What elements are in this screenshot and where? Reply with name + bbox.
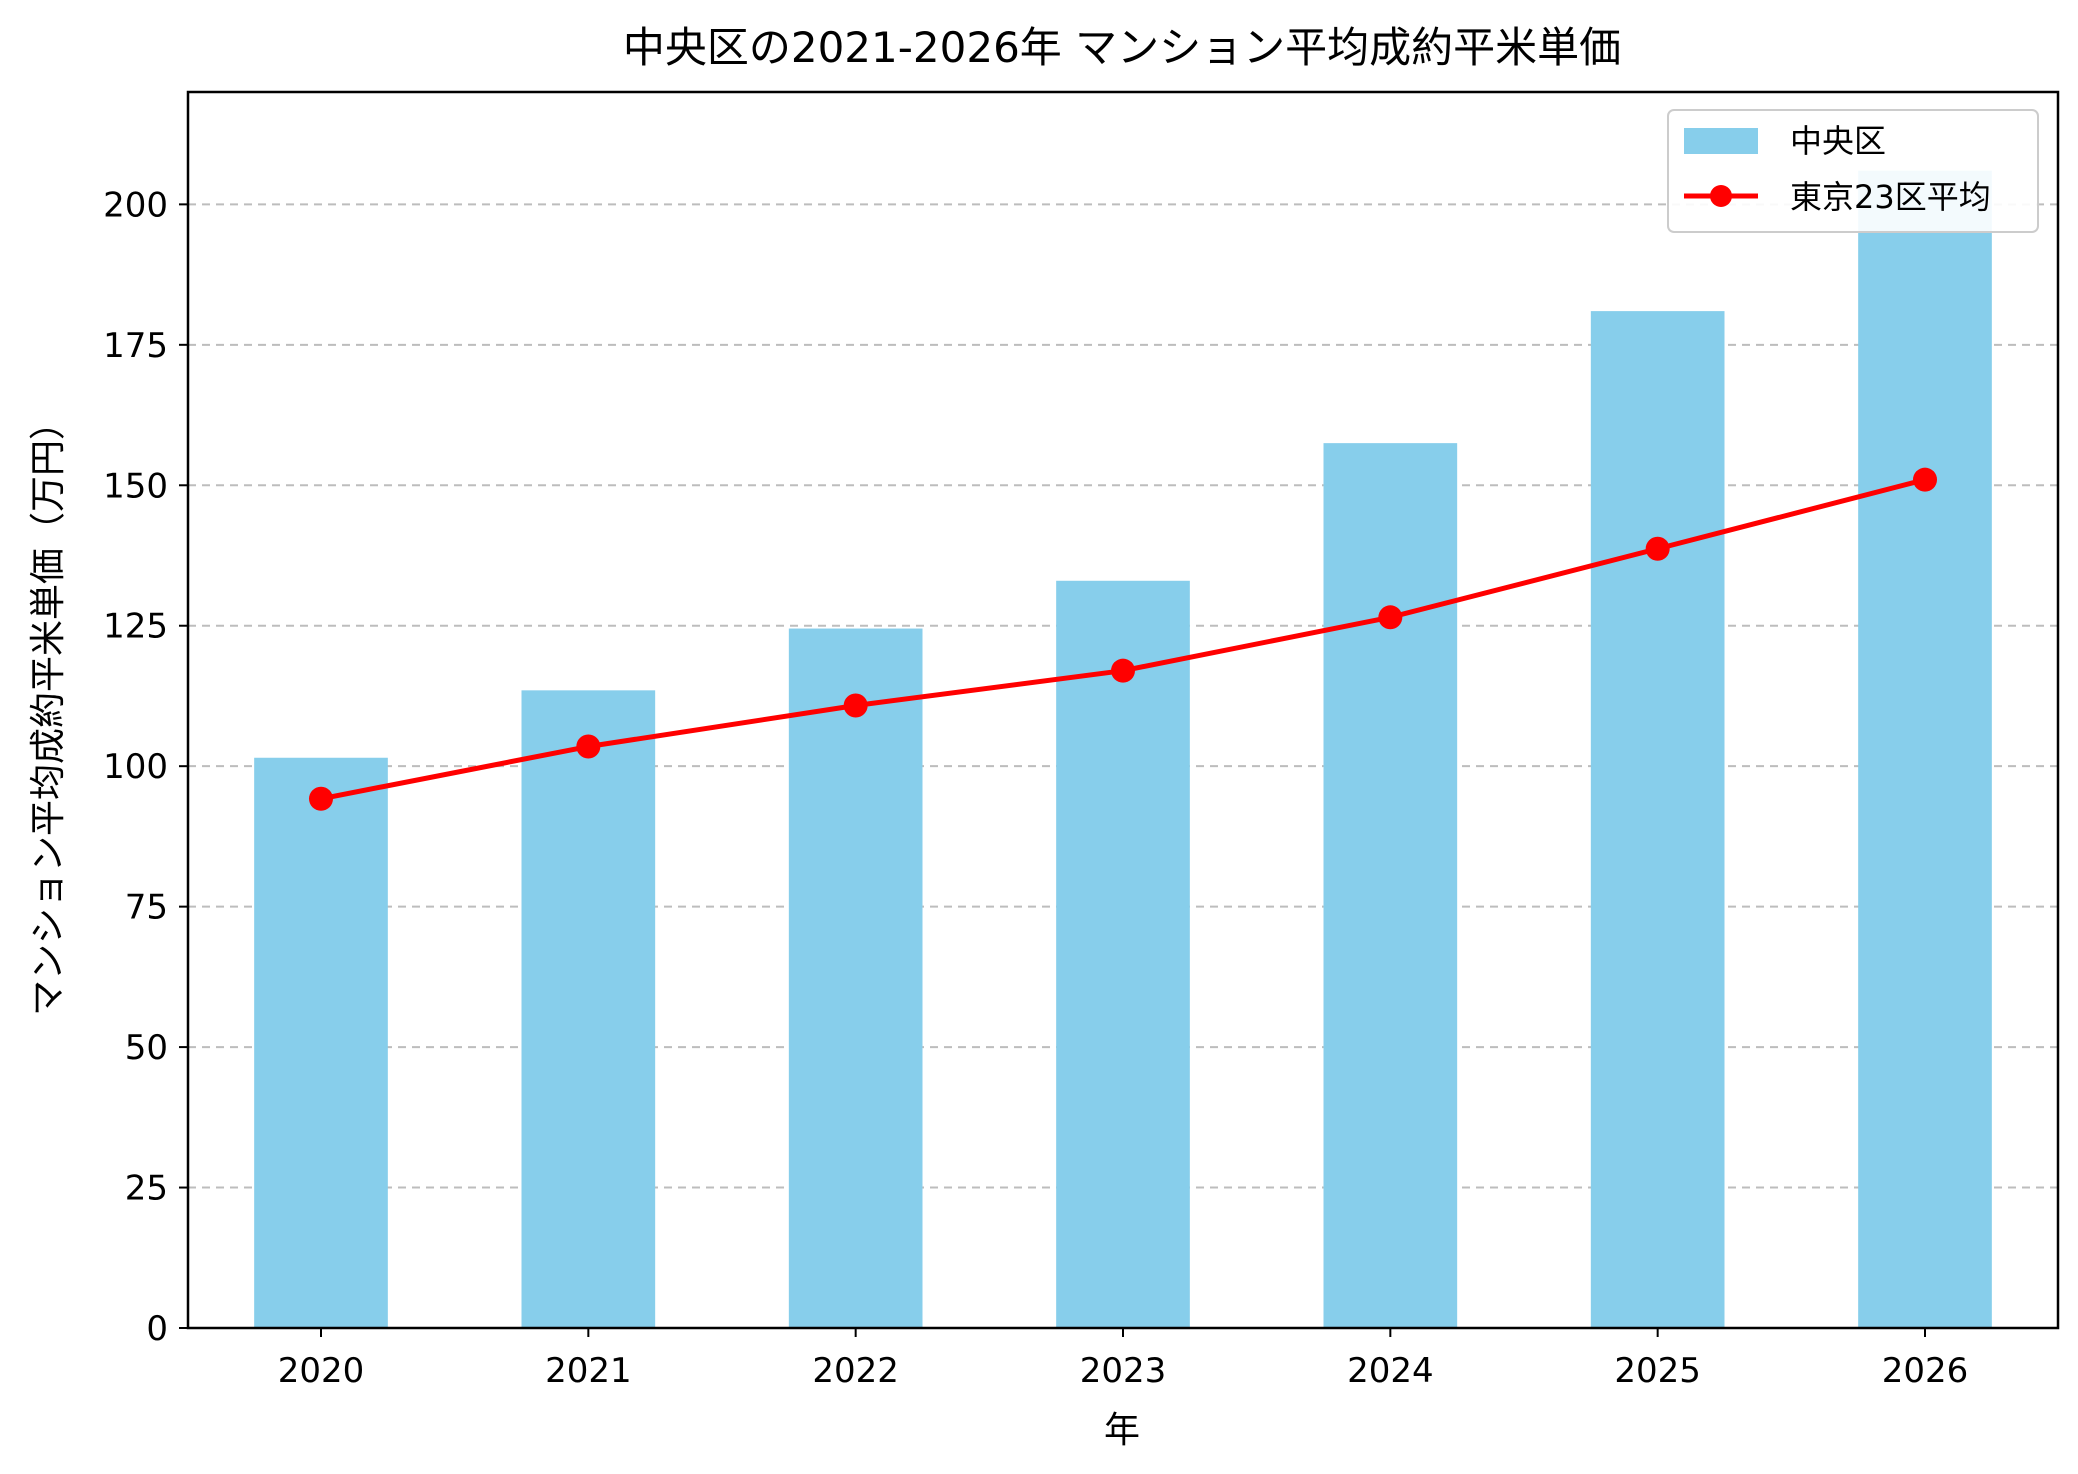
x-axis-label: 年 — [1104, 1410, 1140, 1451]
chart-title: 中央区の2021-2026年 マンション平均成約平米単価 — [623, 23, 1621, 72]
x-tick-label: 2025 — [1614, 1351, 1701, 1391]
x-tick-label: 2023 — [1080, 1351, 1167, 1391]
legend-label-bar: 中央区 — [1790, 122, 1886, 160]
legend-swatch-marker — [1710, 185, 1732, 207]
line-point-2021 — [576, 734, 601, 759]
y-tick-label: 25 — [125, 1169, 168, 1209]
y-tick-label: 50 — [125, 1028, 168, 1068]
y-tick-label: 100 — [103, 747, 168, 787]
bar-2022 — [788, 628, 923, 1328]
line-markers — [309, 467, 1937, 811]
x-tick-label: 2026 — [1882, 1351, 1969, 1391]
x-tick-label: 2024 — [1347, 1351, 1434, 1391]
x-axis-ticks: 2020 2021 2022 2023 2024 2025 2026 — [278, 1328, 1969, 1391]
legend-label-line: 東京23区平均 — [1790, 178, 1991, 216]
y-tick-label: 75 — [125, 888, 168, 928]
bar-series — [254, 170, 1992, 1328]
y-axis-ticks: 0 25 50 75 100 125 150 175 200 — [103, 185, 188, 1349]
x-tick-label: 2020 — [278, 1351, 365, 1391]
legend-frame — [1667, 109, 2039, 233]
y-tick-label: 200 — [103, 185, 168, 225]
bar-2026 — [1858, 170, 1992, 1328]
bar-2024 — [1323, 443, 1458, 1328]
y-tick-label: 0 — [146, 1309, 168, 1349]
y-tick-label: 175 — [103, 326, 168, 366]
line-point-2022 — [843, 693, 868, 718]
bar-2020 — [254, 757, 388, 1328]
x-tick-label: 2022 — [812, 1351, 899, 1391]
legend-swatch-bar — [1684, 128, 1758, 154]
line-point-2025 — [1645, 536, 1670, 561]
y-axis-label: マンション平均成約平米単価（万円） — [28, 404, 69, 1016]
y-tick-label: 125 — [103, 607, 168, 647]
line-point-2020 — [309, 786, 333, 811]
bar-2021 — [521, 690, 656, 1328]
line-point-2023 — [1111, 658, 1135, 683]
bar-2023 — [1056, 580, 1190, 1328]
y-tick-label: 150 — [103, 466, 168, 506]
legend: 中央区 東京23区平均 — [1667, 109, 2039, 233]
line-point-2024 — [1378, 605, 1403, 630]
bar-2025 — [1590, 311, 1725, 1328]
line-point-2026 — [1913, 467, 1937, 492]
x-tick-label: 2021 — [545, 1351, 632, 1391]
